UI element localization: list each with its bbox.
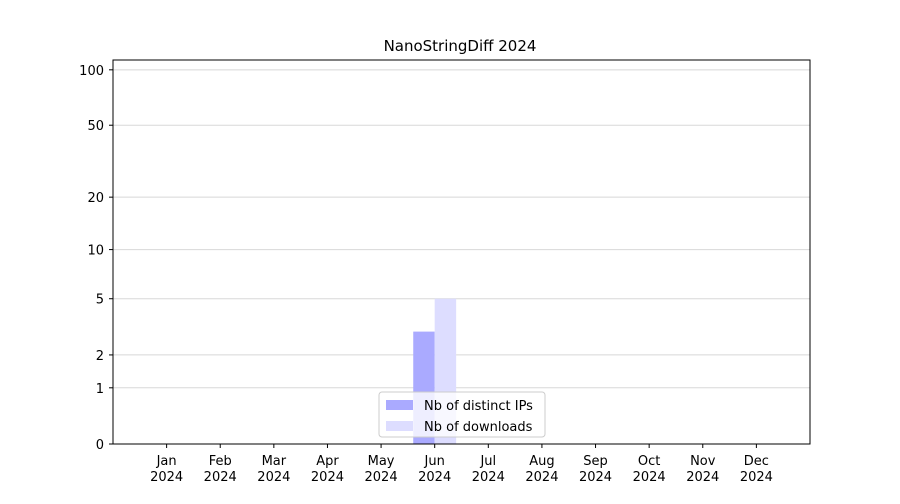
x-tick-label: Dec 2024 (740, 454, 773, 485)
x-tick-label: Jul 2024 (472, 454, 505, 485)
x-tick-label: May 2024 (365, 454, 398, 485)
y-tick-label: 50 (87, 119, 104, 134)
x-tick-label: Feb 2024 (204, 454, 237, 485)
x-tick-label: Oct 2024 (633, 454, 666, 485)
plot-frame (112, 59, 811, 445)
legend: Nb of distinct IPs Nb of downloads (378, 391, 546, 438)
legend-swatch (386, 400, 413, 410)
legend-swatch (386, 421, 413, 431)
x-tick-label: Jan 2024 (150, 454, 183, 485)
y-tick-label: 20 (87, 191, 104, 206)
x-tick-label: Nov 2024 (686, 454, 719, 485)
chart-title: NanoStringDiff 2024 (384, 37, 537, 55)
y-tick-label: 0 (96, 438, 104, 453)
y-tick-label: 5 (96, 293, 104, 308)
legend-label: Nb of distinct IPs (424, 399, 533, 414)
y-tick-label: 100 (79, 64, 104, 79)
y-tick-label: 10 (87, 244, 104, 259)
y-tick-label: 2 (96, 349, 104, 364)
legend-label: Nb of downloads (424, 420, 533, 435)
x-tick-label: Apr 2024 (311, 454, 344, 485)
x-tick-label: Mar 2024 (257, 454, 290, 485)
y-tick-label: 1 (96, 382, 104, 397)
x-tick-label: Sep 2024 (579, 454, 612, 485)
x-tick-label: Jun 2024 (418, 454, 451, 485)
legend-box (378, 391, 546, 438)
x-tick-label: Aug 2024 (525, 454, 558, 485)
